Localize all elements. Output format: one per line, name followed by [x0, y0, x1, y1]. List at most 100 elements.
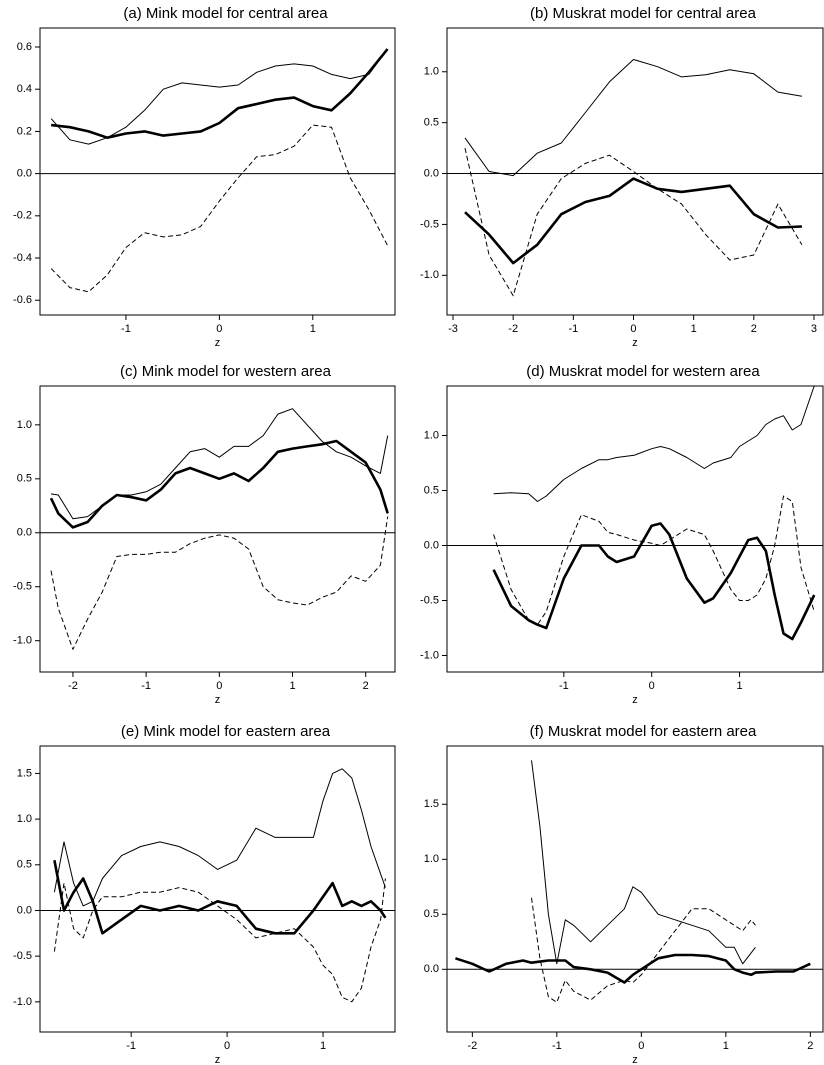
x-tick-label: 0 [638, 1040, 644, 1052]
y-tick-label: -1.0 [13, 996, 32, 1008]
x-tick-label: 3 [811, 323, 817, 335]
y-tick-label: -1.0 [420, 269, 439, 281]
y-tick-label: -0.4 [13, 252, 32, 264]
series-line [464, 177, 802, 265]
x-tick-label: 1 [736, 680, 742, 692]
x-tick-label: -1 [141, 680, 151, 692]
panel-title: (d) Muskrat model for western area [526, 363, 760, 380]
panel-title: (b) Muskrat model for central area [530, 5, 757, 22]
series-line [464, 147, 803, 297]
series-line [454, 953, 811, 984]
x-tick-label: 0 [649, 680, 655, 692]
series-line [53, 878, 386, 1003]
y-tick-label: -1.0 [420, 649, 439, 661]
y-tick-label: 0.0 [17, 168, 32, 180]
y-tick-label: -0.6 [13, 294, 32, 306]
plot-frame [39, 745, 396, 1033]
x-tick-label: 0 [216, 323, 222, 335]
x-tick-label: 1 [310, 323, 316, 335]
series-line [49, 439, 389, 529]
y-tick-label: 1.0 [424, 853, 439, 865]
x-tick-label: -1 [121, 323, 131, 335]
y-tick-label: 0.6 [17, 41, 32, 53]
y-tick-label: 1.0 [424, 66, 439, 78]
series-line [531, 897, 756, 1003]
series-line [50, 124, 388, 293]
series-line [53, 768, 386, 907]
x-tick-label: -2 [467, 1040, 477, 1052]
y-tick-label: -0.5 [13, 581, 32, 593]
x-tick-label: -1 [552, 1040, 562, 1052]
x-tick-label: -3 [448, 323, 458, 335]
x-tick-label: -1 [559, 680, 569, 692]
plot-frame [446, 27, 824, 316]
panel: (c) Mink model for western area -1.0 -0.5 0… [13, 363, 396, 706]
x-tick-label: 0 [630, 323, 636, 335]
y-tick-label: 0.5 [424, 117, 439, 129]
panel: (a) Mink model for central area -0.6 -0.4 -… [13, 5, 396, 349]
y-tick-label: 0.0 [17, 904, 32, 916]
x-tick-label: -2 [508, 323, 518, 335]
y-tick-label: 0.0 [424, 539, 439, 551]
x-axis-label: z [215, 337, 221, 349]
x-tick-label: 1 [691, 323, 697, 335]
series-line [53, 859, 387, 935]
x-tick-label: 1 [723, 1040, 729, 1052]
series-line [50, 408, 389, 520]
plot-frame [39, 385, 396, 673]
panel-title: (a) Mink model for central area [123, 5, 328, 22]
y-tick-label: 0.5 [17, 473, 32, 485]
series-line [50, 48, 388, 145]
x-axis-label: z [632, 694, 638, 706]
x-axis-label: z [215, 1054, 221, 1065]
y-tick-label: 1.5 [17, 767, 32, 779]
series-line [493, 386, 815, 502]
series-line [531, 760, 756, 965]
y-tick-label: -0.2 [13, 210, 32, 222]
panel: (e) Mink model for eastern area -1.0 -0.5 0… [13, 723, 396, 1065]
series-line [493, 495, 815, 626]
panel: (d) Muskrat model for western area -1.0 -0… [420, 363, 824, 706]
y-tick-label: 1.0 [17, 813, 32, 825]
x-axis-label: z [632, 337, 638, 349]
series-line [50, 516, 389, 650]
x-tick-label: 0 [224, 1040, 230, 1052]
plot-frame [446, 745, 824, 1033]
y-tick-label: 0.0 [17, 527, 32, 539]
y-tick-label: 0.0 [424, 167, 439, 179]
y-tick-label: -0.5 [13, 950, 32, 962]
y-tick-label: 0.5 [424, 908, 439, 920]
x-tick-label: 1 [320, 1040, 326, 1052]
y-tick-label: 1.0 [17, 419, 32, 431]
x-tick-label: -1 [126, 1040, 136, 1052]
y-tick-label: 1.5 [424, 798, 439, 810]
x-axis-label: z [632, 1054, 638, 1065]
x-tick-label: 1 [289, 680, 295, 692]
y-tick-label: -0.5 [420, 594, 439, 606]
panel-title: (c) Mink model for western area [120, 363, 332, 380]
panel-title: (e) Mink model for eastern area [121, 723, 331, 740]
y-tick-label: 0.2 [17, 125, 32, 137]
panel-title: (f) Muskrat model for eastern area [530, 723, 757, 740]
x-tick-label: 2 [751, 323, 757, 335]
y-tick-label: -1.0 [13, 635, 32, 647]
y-tick-label: 0.4 [17, 83, 32, 95]
y-tick-label: 0.0 [424, 963, 439, 975]
y-tick-label: 0.5 [17, 859, 32, 871]
x-tick-label: 0 [216, 680, 222, 692]
y-tick-label: 0.5 [424, 484, 439, 496]
series-line [492, 522, 816, 641]
series-line [464, 59, 802, 177]
plot-frame [39, 27, 396, 316]
y-tick-label: -0.5 [420, 218, 439, 230]
x-tick-label: 2 [807, 1040, 813, 1052]
y-tick-label: 1.0 [424, 429, 439, 441]
plot-frame [446, 385, 824, 673]
x-tick-label: -2 [68, 680, 78, 692]
panel: (f) Muskrat model for eastern area 0.0 0.5… [424, 723, 824, 1065]
x-axis-label: z [215, 694, 221, 706]
panel: (b) Muskrat model for central area -1.0 -0… [420, 5, 824, 349]
x-tick-label: 2 [363, 680, 369, 692]
series-line [51, 48, 389, 139]
